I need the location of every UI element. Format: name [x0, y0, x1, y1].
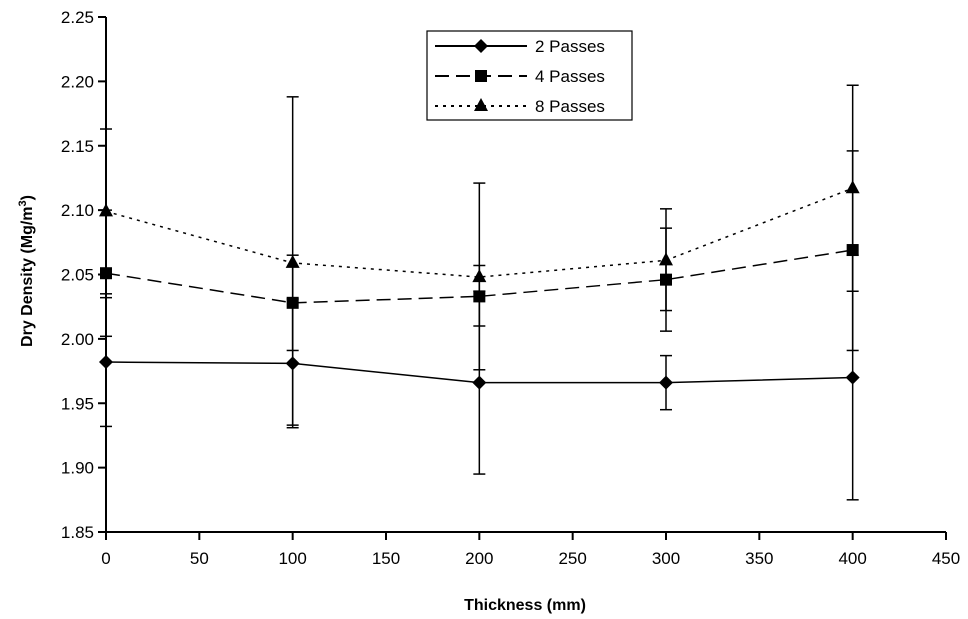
- series-line: [105, 249, 853, 304]
- y-tick-label: 2.05: [61, 266, 94, 285]
- x-tick-label: 150: [372, 549, 400, 568]
- x-tick-label: 450: [932, 549, 960, 568]
- legend: 2 Passes 4 Passes 8 Passes: [426, 30, 633, 121]
- x-axis-title: Thickness (mm): [464, 597, 586, 614]
- data-point: [99, 355, 113, 370]
- y-tick-label: 2.20: [61, 72, 94, 91]
- y-tick-label: 2.10: [61, 201, 94, 220]
- legend-swatch-marker: [474, 98, 488, 111]
- legend-swatch-marker: [474, 39, 488, 53]
- x-tick-label: 100: [278, 549, 306, 568]
- data-point: [660, 273, 672, 286]
- legend-label: 4 Passes: [535, 67, 605, 86]
- data-point: [100, 267, 112, 280]
- data-point: [472, 375, 487, 390]
- legend-label: 2 Passes: [535, 37, 605, 56]
- y-tick-label: 2.00: [61, 330, 94, 349]
- x-tick-label: 350: [745, 549, 773, 568]
- y-axis-title-main: Dry Density (Mg/m: [19, 206, 36, 346]
- data-point: [846, 244, 859, 257]
- data-point: [659, 252, 673, 266]
- x-tick-label: 200: [465, 549, 493, 568]
- data-point: [845, 180, 860, 194]
- y-tick-label: 1.90: [61, 459, 94, 478]
- data-point: [659, 375, 673, 390]
- y-tick-label: 1.95: [61, 394, 94, 413]
- x-tick-label: 50: [190, 549, 209, 568]
- data-markers: [99, 180, 860, 390]
- data-point: [285, 356, 300, 371]
- y-tick-label: 1.85: [61, 523, 94, 542]
- x-tick-label: 400: [838, 549, 866, 568]
- data-point: [845, 370, 860, 385]
- data-point: [473, 290, 486, 303]
- x-tick-label: 250: [558, 549, 586, 568]
- y-axis-title-close: ): [19, 195, 36, 200]
- data-point: [286, 296, 299, 309]
- legend-label: 8 Passes: [535, 97, 605, 116]
- legend-swatch-marker: [475, 70, 487, 82]
- axes: 1.85 1.90 1.95 2.00 2.05 2.10 2.15 2.20 2.25 0 50 1…: [61, 8, 960, 568]
- y-tick-label: 2.25: [61, 8, 94, 27]
- series-line: [105, 187, 853, 278]
- data-point: [99, 203, 113, 217]
- y-axis-title-superscript: 3: [17, 200, 29, 206]
- data-point: [285, 254, 300, 268]
- y-axis-title: Dry Density (Mg/m3): [17, 195, 36, 347]
- x-tick-label: 0: [101, 549, 110, 568]
- x-tick-label: 300: [652, 549, 680, 568]
- data-point: [472, 269, 487, 283]
- y-tick-label: 2.15: [61, 137, 94, 156]
